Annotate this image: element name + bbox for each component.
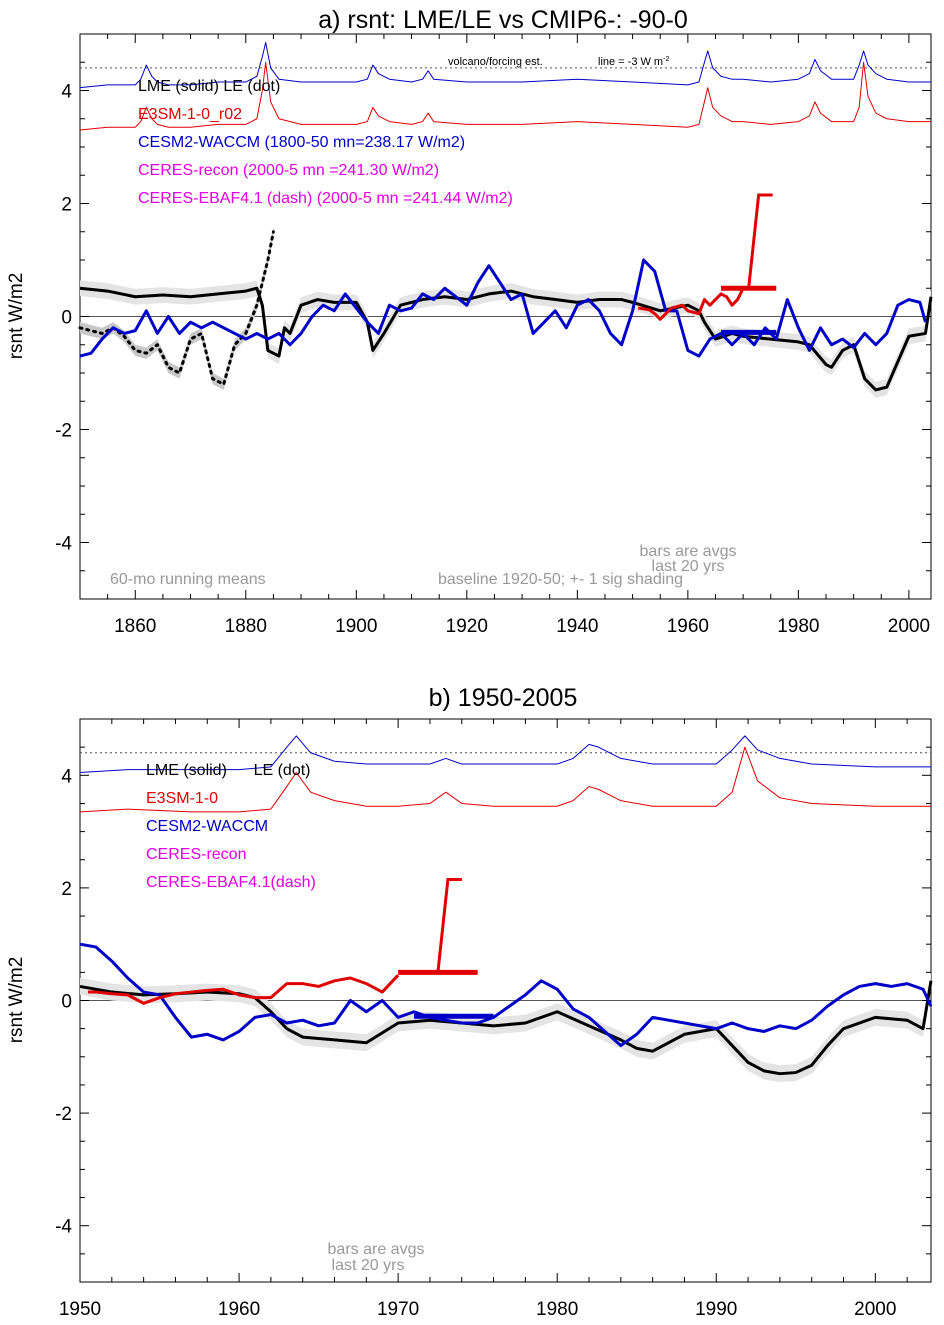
- y-tick-label: -2: [55, 1104, 72, 1125]
- panel-b-legend-1: E3SM-1-0: [146, 790, 218, 807]
- x-tick-label: 1860: [114, 616, 156, 637]
- series-band-1: [80, 226, 274, 390]
- panel-b-bars-note-1: bars are avgs: [328, 1241, 425, 1258]
- panel-b-legend-0: LME (solid) LE (dot): [146, 762, 311, 779]
- y-tick-label: -2: [55, 421, 72, 442]
- series-line-4: [79, 735, 931, 773]
- x-tick-label: 1880: [225, 616, 267, 637]
- y-tick-label: 4: [61, 82, 72, 103]
- panel-b-legend-2: CESM2-WACCM: [146, 818, 268, 835]
- series-line-2: [79, 258, 927, 358]
- series-line-0: [79, 286, 933, 392]
- x-tick-label: 1900: [335, 616, 377, 637]
- panel-a-running-means: 60-mo running means: [110, 571, 266, 588]
- plot-area: -4 -2 0 2 4 1860 1880 1900 1920 1940 1960 1980 2000: [55, 33, 933, 637]
- panel-a-ylabel: rsnt W/m2: [6, 273, 27, 360]
- average-bar-flag-0: [747, 193, 773, 289]
- y-tick-label: 2: [61, 195, 72, 216]
- series-line-1: [78, 230, 275, 386]
- series-band-0: [80, 972, 931, 1083]
- panel-b-title: b) 1950-2005: [429, 684, 578, 712]
- x-tick-label: 1950: [59, 1299, 101, 1320]
- x-tick-label: 1980: [777, 616, 819, 637]
- y-tick-label: 2: [61, 879, 72, 900]
- series-line-2: [87, 974, 400, 1005]
- series-line-3: [79, 746, 931, 813]
- panel-a-title: a) rsnt: LME/LE vs CMIP6-: -90-0: [318, 6, 688, 34]
- y-tick-label: 0: [61, 308, 72, 329]
- x-tick-label: 1960: [218, 1299, 260, 1320]
- y-tick-label: 4: [61, 766, 72, 787]
- series-line-1: [79, 942, 933, 1048]
- panel-a-baseline: baseline 1920-50; +- 1 sig shading: [438, 571, 683, 588]
- panel-b-bars-note-2: last 20 yrs: [332, 1257, 405, 1274]
- panel-b-legend-4: CERES-EBAF4.1(dash): [146, 874, 316, 891]
- panel-a-legend-4: CERES-EBAF4.1 (dash) (2000-5 mn =241.44 …: [138, 190, 513, 207]
- series-line-5: [79, 41, 931, 89]
- average-bar-flag-0: [436, 877, 462, 973]
- x-tick-label: 2000: [888, 616, 930, 637]
- panel-a-bars-note-2: last 20 yrs: [652, 558, 725, 575]
- panel-a-bars-note-1: bars are avgs: [640, 543, 737, 560]
- x-tick-label: 2000: [854, 1299, 896, 1320]
- panel-b-ylabel: rsnt W/m2: [6, 957, 27, 1044]
- panel-a-legend-3: CERES-recon (2000-5 mn =241.30 W/m2): [138, 162, 439, 179]
- panel-b-legend-3: CERES-recon: [146, 846, 246, 863]
- x-tick-label: 1940: [556, 616, 598, 637]
- panel-b: -4 -2 0 2 4 1950 1960 1970 1980 1990 2000 b) 1950-…: [6, 684, 933, 1320]
- x-tick-label: 1960: [667, 616, 709, 637]
- panel-a-legend-0: LME (solid) LE (dot): [138, 78, 280, 95]
- y-tick-label: 0: [61, 992, 72, 1013]
- series-line-3: [637, 287, 745, 321]
- panel-a-volcano-label: volcano/forcing est.: [448, 56, 543, 68]
- panel-a-legend-1: E3SM-1-0_r02: [138, 106, 242, 123]
- x-tick-label: 1970: [377, 1299, 419, 1320]
- x-tick-label: 1980: [536, 1299, 578, 1320]
- y-tick-label: -4: [55, 534, 72, 555]
- plot-area: -4 -2 0 2 4 1950 1960 1970 1980 1990 2000: [55, 718, 933, 1320]
- panel-a-legend-2: CESM2-WACCM (1800-50 mn=238.17 W/m2): [138, 134, 465, 151]
- y-tick-label: -4: [55, 1217, 72, 1238]
- x-tick-label: 1990: [695, 1299, 737, 1320]
- series-line-4: [79, 61, 931, 131]
- panel-a-line-label: line = -3 W m-2: [598, 56, 669, 68]
- x-tick-label: 1920: [446, 616, 488, 637]
